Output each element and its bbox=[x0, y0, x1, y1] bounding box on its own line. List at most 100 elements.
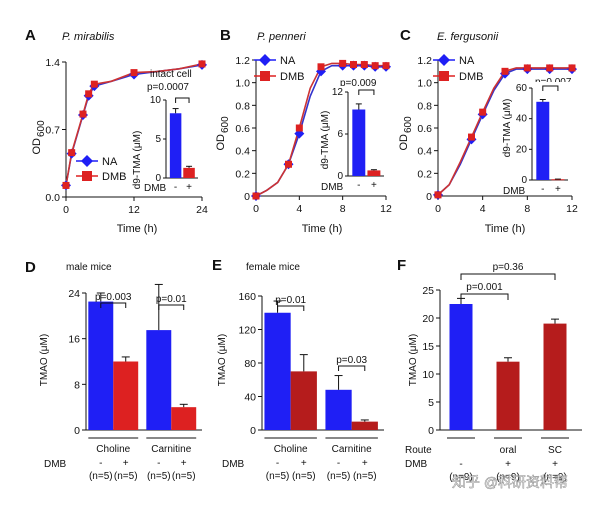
panel-d-ylabel: TMAO (μM) bbox=[39, 334, 50, 386]
panel-a-ylabel-main: OD bbox=[31, 138, 43, 155]
y-tick-label: 0.2 bbox=[417, 168, 432, 180]
dmb-marker bbox=[85, 90, 93, 98]
x-tick-label: 12 bbox=[380, 203, 392, 215]
y-tick-label: 1.2 bbox=[417, 55, 432, 67]
inset-bar-na bbox=[352, 109, 366, 176]
panel-b-letter: B bbox=[220, 27, 231, 44]
bar-SC bbox=[543, 323, 567, 430]
panel-c: C E. fergusonii 0 0.2 0.4 0.6 0.8 1.0 1.2 0 4 8 12… bbox=[398, 27, 578, 235]
dmb-marker bbox=[546, 64, 554, 72]
dmb-value: - bbox=[157, 458, 160, 469]
legend-na-label: NA bbox=[459, 55, 475, 67]
inset-dmb-value: + bbox=[555, 184, 561, 195]
n-label: (n=5) bbox=[327, 471, 351, 482]
x-tick-label: 0 bbox=[253, 203, 259, 215]
inset-y-tick-label: 20 bbox=[516, 144, 528, 155]
panel-c-legend: NA DMB bbox=[433, 54, 483, 83]
x-tick-label: 8 bbox=[524, 203, 530, 215]
dmb-marker bbox=[68, 149, 76, 157]
dmb-value: + bbox=[181, 458, 187, 469]
panel-a-legend: NA DMB bbox=[76, 155, 126, 183]
dmb-marker bbox=[523, 64, 531, 72]
legend-dmb-label: DMB bbox=[280, 71, 304, 83]
panel-c-inset-ylabel: d9-TMA (μM) bbox=[502, 99, 513, 158]
series-dmb-line bbox=[65, 63, 203, 186]
dmb-marker bbox=[317, 63, 325, 71]
inset-dmb-value: - bbox=[174, 182, 177, 193]
panel-b-ylabel-sub: 600 bbox=[220, 116, 231, 133]
inset-dmb-value: + bbox=[371, 180, 377, 191]
y-tick-label: 0.6 bbox=[235, 123, 250, 135]
y-tick-label: 0.6 bbox=[417, 123, 432, 135]
inset-y-tick-label: 0 bbox=[337, 171, 343, 182]
y-tick-label: 1.0 bbox=[417, 78, 432, 90]
inset-dmb-value: - bbox=[541, 184, 544, 195]
x-tick-label: 0 bbox=[63, 204, 69, 216]
panel-c-plot: 0 0.2 0.4 0.6 0.8 1.0 1.2 0 4 8 12 bbox=[417, 55, 578, 215]
y-tick-label: 0.8 bbox=[235, 100, 250, 112]
panel-b-legend: NA DMB bbox=[254, 54, 304, 83]
panel-e-ylabel: TMAO (μM) bbox=[217, 334, 228, 386]
panel-b-xlabel: Time (h) bbox=[302, 223, 343, 235]
y-tick-label: 16 bbox=[68, 334, 80, 346]
dmb-marker bbox=[252, 192, 260, 200]
dmb-marker bbox=[130, 69, 138, 77]
dmb-value: - bbox=[276, 458, 279, 469]
inset-bracket bbox=[358, 89, 375, 95]
bar-choline-dmb bbox=[113, 361, 139, 430]
panel-b-plot: 0 0.2 0.4 0.6 0.8 1.0 1.2 0 4 8 12 bbox=[235, 55, 392, 215]
dmb-marker bbox=[468, 133, 475, 141]
y-tick-label: 0 bbox=[244, 191, 250, 203]
n-label: (n=5) bbox=[114, 471, 138, 482]
inset-dmb-value: + bbox=[186, 182, 192, 193]
route-value: SC bbox=[548, 445, 562, 456]
legend-dmb-label: DMB bbox=[102, 171, 126, 183]
dmb-value: + bbox=[362, 458, 368, 469]
panel-b-inset-ylabel: d9-TMA (μM) bbox=[320, 111, 331, 170]
y-tick-label: 0.0 bbox=[45, 192, 60, 204]
panel-a-inset-pvalue: p=0.0007 bbox=[147, 82, 189, 93]
panel-d-title: male mice bbox=[66, 262, 112, 273]
panel-a-ylabel: OD 600 bbox=[31, 120, 47, 155]
panel-f-plot: 0 5 10 15 20 25 - (n=9) oral + (n=9) SC + (n=9) p=0.00… bbox=[422, 262, 582, 483]
panel-e-dmb-label: DMB bbox=[222, 459, 245, 470]
x-tick-label: 8 bbox=[340, 203, 346, 215]
inset-y-tick-label: 40 bbox=[516, 114, 528, 125]
group-label-choline: Choline bbox=[96, 444, 130, 455]
dmb-marker bbox=[198, 60, 206, 68]
y-tick-label: 0.4 bbox=[235, 146, 250, 158]
y-tick-label: 0 bbox=[428, 425, 434, 437]
panel-d-plot: 0 8 16 24 - (n=5) + (n=5) - (n=5) + (n=5) Choline p=0… bbox=[68, 283, 202, 482]
inset-bracket bbox=[175, 97, 190, 103]
dmb-value: - bbox=[99, 458, 102, 469]
dmb-marker bbox=[62, 181, 70, 189]
panel-a-inset-ylabel: d9-TMA (μM) bbox=[132, 131, 143, 190]
p-value-label: p=0.01 bbox=[275, 295, 306, 306]
x-tick-label: 4 bbox=[296, 203, 302, 215]
panel-e-title: female mice bbox=[246, 262, 300, 273]
y-tick-label: 1.2 bbox=[235, 55, 250, 67]
panel-a-inset: 0 5 10 - + bbox=[150, 94, 204, 193]
y-tick-label: 0.2 bbox=[235, 168, 250, 180]
y-tick-label: 0 bbox=[250, 425, 256, 437]
dmb-marker bbox=[479, 108, 487, 116]
panel-a-plot: 0.0 0.7 1.4 0 12 24 bbox=[45, 57, 208, 216]
significance-bracket bbox=[460, 273, 556, 280]
bar-choline-na bbox=[88, 301, 114, 430]
panel-c-title: E. fergusonii bbox=[437, 31, 499, 43]
y-tick-label: 0 bbox=[426, 191, 432, 203]
dmb-value: + bbox=[505, 459, 511, 470]
significance-bracket bbox=[158, 304, 185, 310]
panel-f-route-label: Route bbox=[405, 445, 432, 456]
inset-y-tick-label: 12 bbox=[332, 87, 344, 98]
p-value-label: p=0.01 bbox=[156, 294, 187, 305]
dmb-marker bbox=[339, 59, 347, 67]
significance-bracket bbox=[338, 365, 366, 371]
inset-y-tick-label: 6 bbox=[337, 129, 343, 140]
x-tick-label: 0 bbox=[435, 203, 441, 215]
panel-f-dmb-label: DMB bbox=[405, 459, 428, 470]
inset-bar-dmb bbox=[367, 170, 381, 176]
n-label: (n=5) bbox=[353, 471, 377, 482]
y-tick-label: 8 bbox=[74, 379, 80, 391]
dmb-marker bbox=[90, 80, 98, 88]
